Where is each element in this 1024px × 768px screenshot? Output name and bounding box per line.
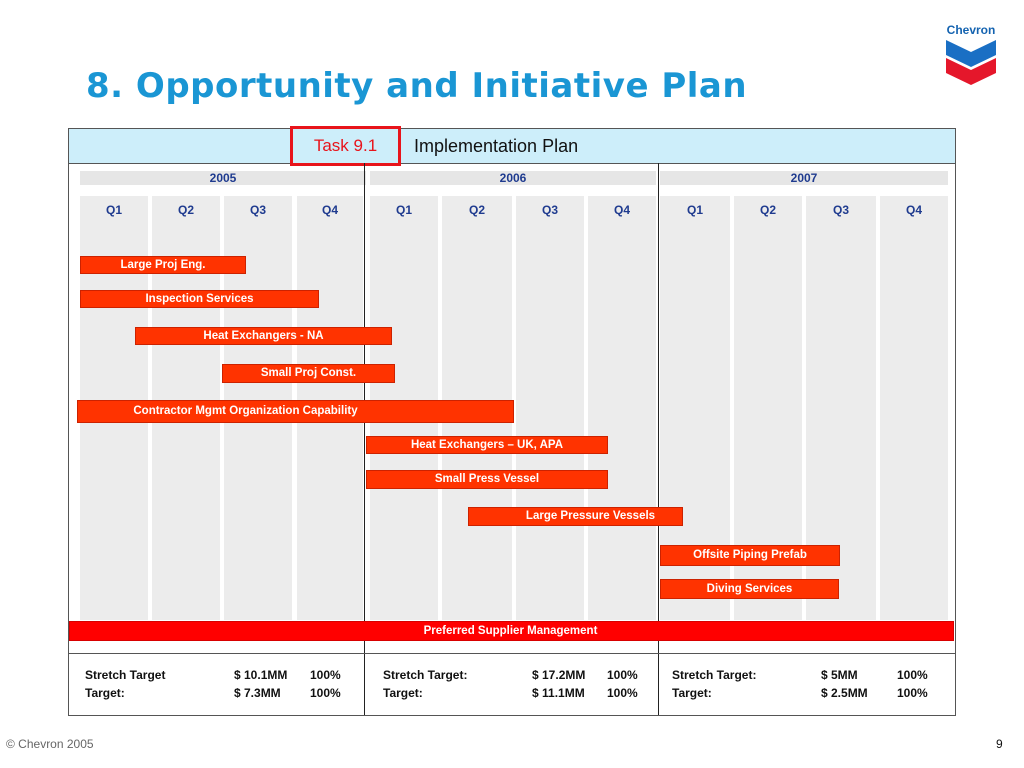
target-2005-target-pct: 100% xyxy=(310,686,341,700)
gantt-bar-offsite-piping-prefab: Offsite Piping Prefab xyxy=(660,545,840,566)
quarter-label-2006-q2: Q2 xyxy=(468,203,485,217)
plan-label: Implementation Plan xyxy=(414,136,579,156)
gantt-bar-inspection-services: Inspection Services xyxy=(80,290,319,308)
target-2006-target-label: Target: xyxy=(383,686,423,700)
quarter-label-2005-q2: Q2 xyxy=(177,203,194,217)
quarter-label-2006-q3: Q3 xyxy=(541,203,558,217)
target-2007-target-label: Target: xyxy=(672,686,712,700)
quarter-label-2006-q1: Q1 xyxy=(395,203,412,217)
quarter-label-2007-q3: Q3 xyxy=(832,203,849,217)
target-2005-target-label: Target: xyxy=(85,686,125,700)
year-bar-2007: 2007 xyxy=(660,171,948,185)
footer-copyright: © Chevron 2005 xyxy=(6,737,94,751)
target-2006-target-value: $ 11.1MM xyxy=(532,686,585,700)
column-2006-q3 xyxy=(516,196,584,620)
chevron-logo: Chevron xyxy=(940,22,1002,88)
page-title: 8. Opportunity and Initiative Plan xyxy=(86,66,748,106)
target-2006-target-pct: 100% xyxy=(607,686,638,700)
gantt-bar-preferred-supplier-management: Preferred Supplier Management xyxy=(69,621,954,641)
quarter-label-2005-q1: Q1 xyxy=(105,203,122,217)
target-2007-target-pct: 100% xyxy=(897,686,928,700)
gantt-bar-large-proj-eng: Large Proj Eng. xyxy=(80,256,246,274)
gantt-bar-heat-exchangers-uk-apa: Heat Exchangers – UK, APA xyxy=(366,436,608,454)
year-bar-2005: 2005 xyxy=(80,171,366,185)
year-divider-2006-2007 xyxy=(658,163,659,715)
gantt-bar-heat-exchangers-na: Heat Exchangers - NA xyxy=(135,327,392,345)
quarter-label-2005-q3: Q3 xyxy=(249,203,266,217)
target-2005-stretch-pct: 100% xyxy=(310,668,341,682)
quarter-label-2005-q4: Q4 xyxy=(321,203,338,217)
target-2007-stretch-pct: 100% xyxy=(897,668,928,682)
target-2005-target-value: $ 7.3MM xyxy=(234,686,281,700)
brand-text: Chevron xyxy=(947,23,996,37)
target-2007-target-value: $ 2.5MM xyxy=(821,686,868,700)
target-2007-stretch-value: $ 5MM xyxy=(821,668,858,682)
year-bar-2006: 2006 xyxy=(370,171,656,185)
quarter-label-2007-q2: Q2 xyxy=(759,203,776,217)
target-2007-stretch-label: Stretch Target: xyxy=(672,668,757,682)
quarter-label-2007-q4: Q4 xyxy=(905,203,922,217)
task-label: Task 9.1 xyxy=(313,136,378,155)
targets-divider xyxy=(69,653,955,654)
gantt-bar-large-pressure-vessels: Large Pressure Vessels xyxy=(468,507,683,526)
gantt-bar-contractor-mgmt: Contractor Mgmt Organization Capability xyxy=(77,400,514,423)
target-2005-stretch-value: $ 10.1MM xyxy=(234,668,288,682)
task-box xyxy=(290,126,401,166)
header-band xyxy=(69,129,955,164)
column-2006-q4 xyxy=(588,196,656,620)
column-2007-q4 xyxy=(880,196,948,620)
target-2005-stretch-label: Stretch Target xyxy=(85,668,166,682)
page-number: 9 xyxy=(996,737,1003,751)
gantt-bar-small-press-vessel: Small Press Vessel xyxy=(366,470,608,489)
gantt-bar-small-proj-const: Small Proj Const. xyxy=(222,364,395,383)
target-2006-stretch-value: $ 17.2MM xyxy=(532,668,586,682)
quarter-label-2007-q1: Q1 xyxy=(686,203,703,217)
gantt-bar-diving-services: Diving Services xyxy=(660,579,839,599)
year-divider-2005-2006 xyxy=(364,163,365,715)
plan-frame xyxy=(68,128,956,716)
quarter-label-2006-q4: Q4 xyxy=(613,203,630,217)
target-2006-stretch-label: Stretch Target: xyxy=(383,668,468,682)
target-2006-stretch-pct: 100% xyxy=(607,668,638,682)
